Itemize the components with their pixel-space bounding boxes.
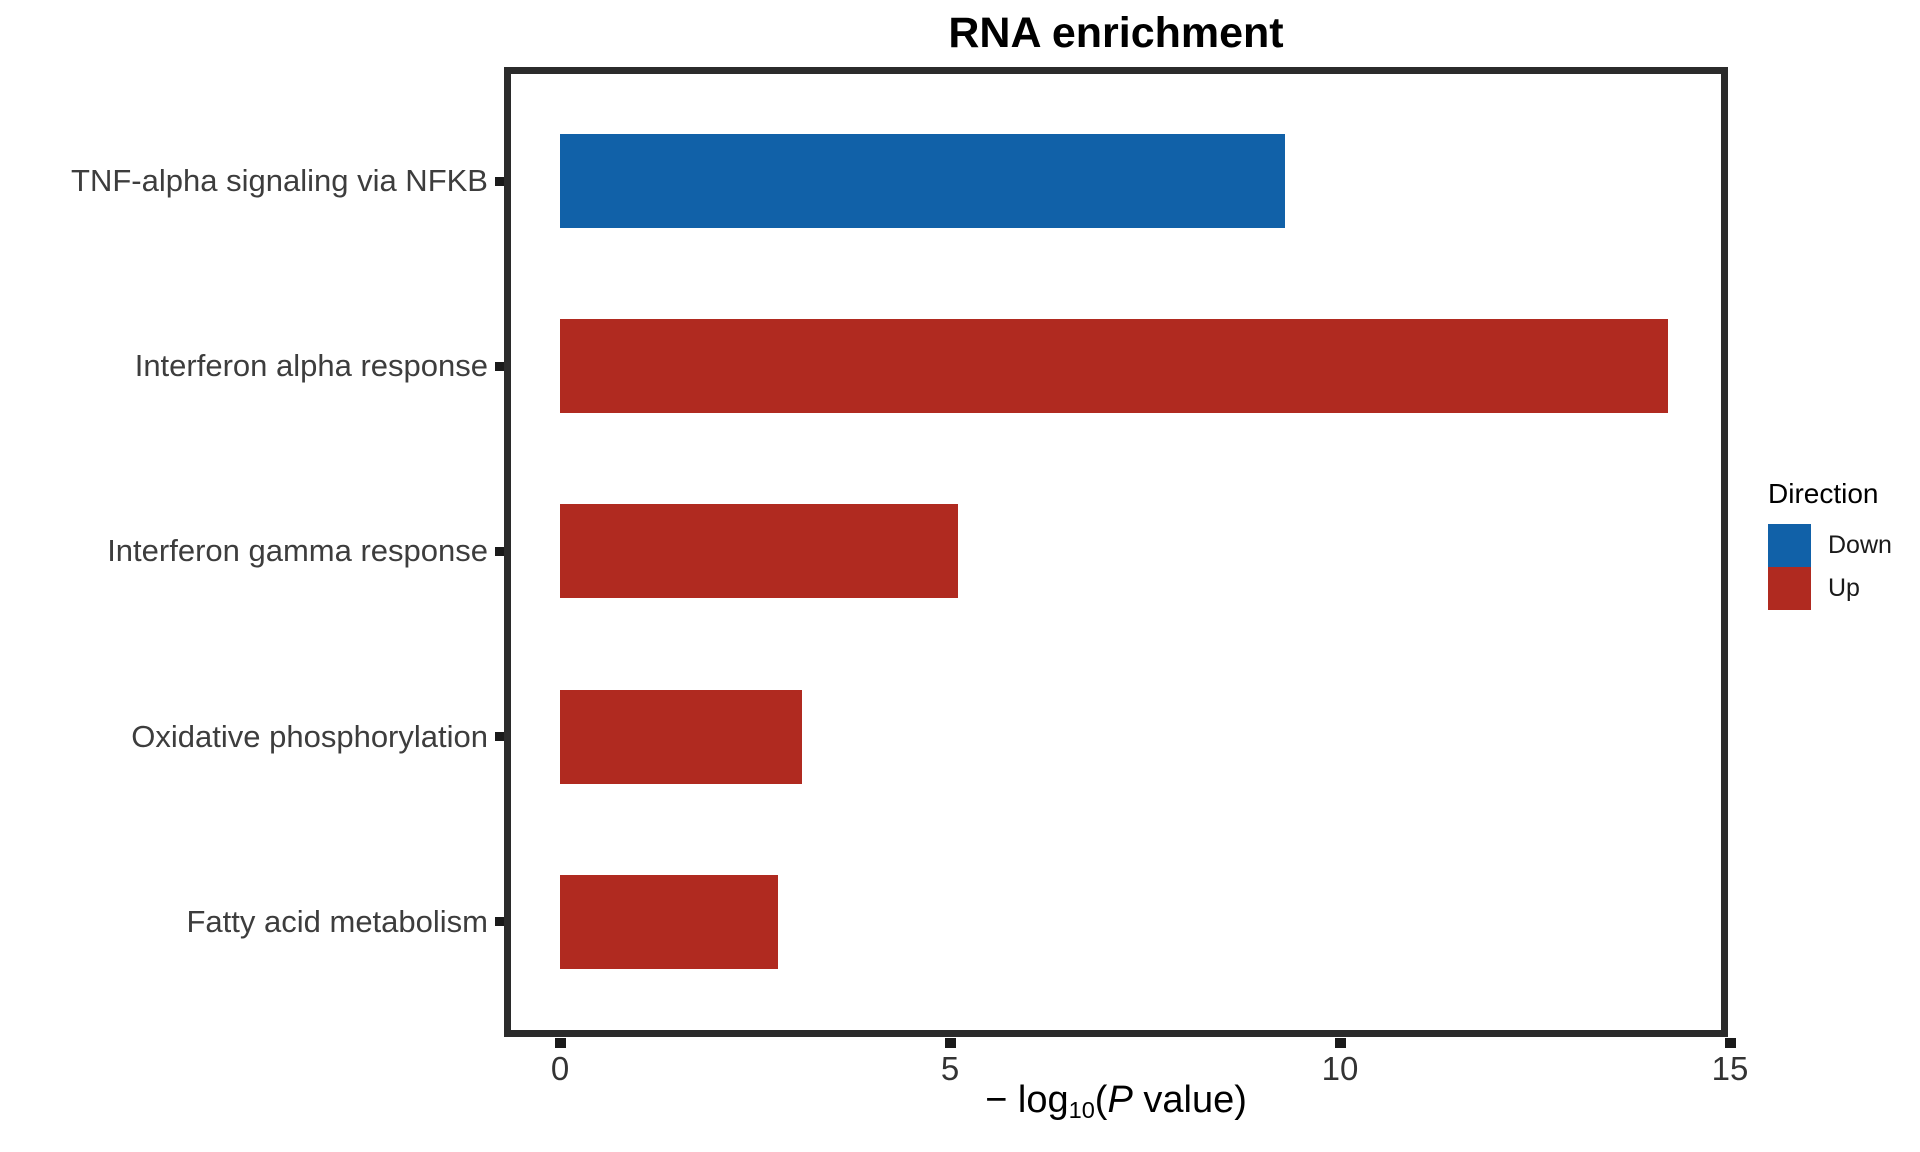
legend-entry: Up — [1768, 567, 1892, 610]
x-axis-title-subscript: 10 — [1068, 1096, 1095, 1123]
y-tick-mark — [495, 176, 504, 186]
plot-panel — [504, 67, 1728, 1037]
legend-swatch — [1768, 567, 1811, 610]
x-tick-mark — [1334, 1037, 1346, 1048]
x-tick-label: 0 — [550, 1050, 570, 1087]
legend-title: Direction — [1768, 478, 1879, 509]
x-axis-title-p: P — [1107, 1079, 1133, 1121]
x-tick-mark — [944, 1037, 956, 1048]
bar — [560, 319, 1668, 414]
chart-title: RNA enrichment — [948, 9, 1284, 57]
legend-label: Down — [1828, 531, 1892, 559]
x-tick-mark — [1724, 1037, 1736, 1048]
legend-entries: Down Up — [1768, 524, 1892, 610]
x-tick-mark — [554, 1037, 566, 1048]
x-axis-title-suffix: value) — [1132, 1079, 1247, 1121]
y-tick-mark — [495, 361, 504, 371]
bar — [560, 689, 802, 784]
y-tick-mark — [495, 732, 504, 742]
y-tick-mark — [495, 546, 504, 556]
legend-label: Up — [1828, 574, 1860, 602]
category-label: Interferon alpha response — [134, 348, 488, 384]
x-tick-label: 5 — [940, 1050, 960, 1087]
category-label: Interferon gamma response — [107, 533, 488, 569]
bar — [560, 874, 779, 969]
bar — [560, 134, 1286, 229]
y-tick-mark — [495, 917, 504, 927]
x-axis-title-open-paren: ( — [1094, 1079, 1108, 1121]
legend-entry: Down — [1768, 524, 1892, 567]
category-label: TNF-alpha signaling via NFKB — [71, 163, 488, 199]
x-tick-label: 10 — [1321, 1050, 1359, 1087]
x-axis-title: − log10(P value) — [816, 1074, 1416, 1126]
bar — [560, 504, 958, 599]
category-label: Fatty acid metabolism — [186, 903, 489, 939]
category-label: Oxidative phosphorylation — [131, 718, 488, 754]
x-tick-label: 15 — [1711, 1050, 1749, 1087]
x-axis-title-prefix: − log — [985, 1079, 1069, 1121]
legend-swatch — [1768, 524, 1811, 567]
legend: Direction Down Up — [1768, 478, 1892, 610]
